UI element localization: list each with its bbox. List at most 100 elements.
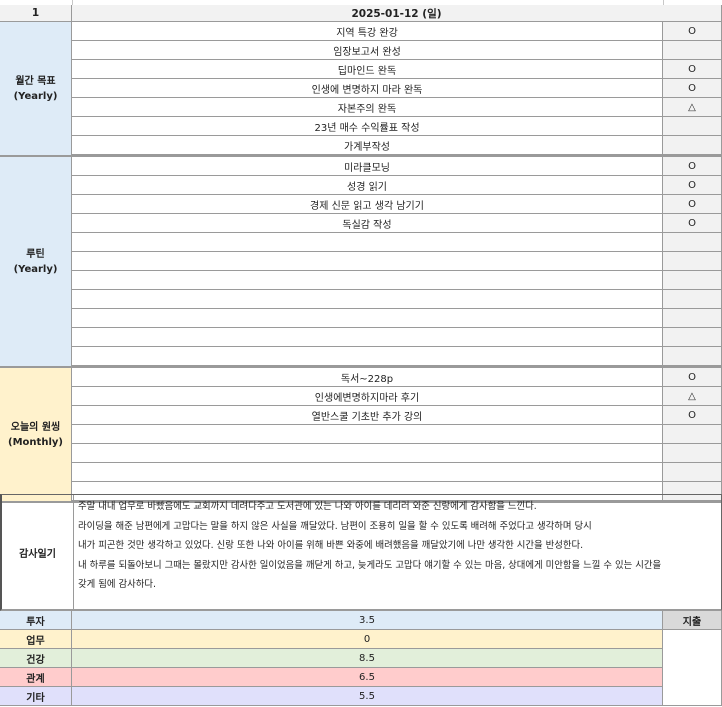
diary-line: 내 하루를 되돌아보니 그때는 몰랐지만 감사한 일이었음을 깨닫게 하고, 늦… [78, 559, 662, 571]
summary-value[interactable]: 3.5 [72, 611, 663, 630]
task-status-mark[interactable]: O [663, 176, 722, 195]
expense-column: 지출 [663, 611, 722, 706]
task-text[interactable]: 성경 읽기 [72, 176, 663, 195]
expense-label: 지출 [663, 611, 722, 630]
task-row [72, 309, 722, 328]
gratitude-diary-label: 감사일기 [2, 495, 74, 609]
task-text[interactable]: 지역 특강 완강 [72, 22, 663, 41]
task-status-mark[interactable] [663, 271, 722, 290]
summary-value[interactable]: 0 [72, 630, 663, 649]
task-text[interactable]: 인생에변명하지마라 후기 [72, 387, 663, 406]
task-row [72, 233, 722, 252]
task-row [72, 271, 722, 290]
task-text[interactable]: 임장보고서 완성 [72, 41, 663, 60]
task-text[interactable]: 독서~228p [72, 368, 663, 387]
task-text[interactable]: 딥마인드 완독 [72, 60, 663, 79]
task-text[interactable] [72, 347, 663, 366]
summary-value[interactable]: 8.5 [72, 649, 663, 668]
task-status-mark[interactable] [663, 444, 722, 463]
task-text[interactable] [72, 252, 663, 271]
task-row: 임장보고서 완성 [72, 41, 722, 60]
task-row [72, 252, 722, 271]
summary-row: 투자 3.5 [0, 611, 663, 630]
task-text[interactable]: 미라클모닝 [72, 157, 663, 176]
task-row: 미라클모닝 O [72, 157, 722, 176]
task-text[interactable]: 23년 매수 수익률표 작성 [72, 117, 663, 136]
task-status-mark[interactable] [663, 463, 722, 482]
task-row [72, 463, 722, 482]
task-text[interactable]: 가계부작성 [72, 136, 663, 155]
section-label: 오늘의 원씽 (Monthly) [0, 368, 72, 501]
summary-row: 업무 0 [0, 630, 663, 649]
task-row: 인생에 변명하지 마라 완독 O [72, 79, 722, 98]
task-status-mark[interactable]: O [663, 214, 722, 233]
task-status-mark[interactable]: O [663, 79, 722, 98]
summary-value[interactable]: 6.5 [72, 668, 663, 687]
task-row: 가계부작성 [72, 136, 722, 155]
task-status-mark[interactable] [663, 309, 722, 328]
task-status-mark[interactable]: O [663, 157, 722, 176]
task-row: 딥마인드 완독 O [72, 60, 722, 79]
header-row: 1 2025-01-12 (일) [0, 5, 722, 22]
task-status-mark[interactable] [663, 328, 722, 347]
task-status-mark[interactable]: △ [663, 98, 722, 117]
task-status-mark[interactable]: O [663, 406, 722, 425]
task-text[interactable] [72, 444, 663, 463]
task-row: 지역 특강 완강 O [72, 22, 722, 41]
gratitude-diary: 감사일기 주말 내내 업무로 바빴음에도 교회까지 데려다주고 도서관에 있는 … [0, 494, 722, 611]
task-status-mark[interactable]: O [663, 195, 722, 214]
task-status-mark[interactable] [663, 117, 722, 136]
task-row [72, 444, 722, 463]
task-status-mark[interactable] [663, 41, 722, 60]
task-text[interactable] [72, 271, 663, 290]
task-status-mark[interactable] [663, 290, 722, 309]
task-text[interactable] [72, 425, 663, 444]
task-row: 독서~228p O [72, 368, 722, 387]
summary-label: 건강 [0, 649, 72, 668]
task-row: 인생에변명하지마라 후기 △ [72, 387, 722, 406]
task-status-mark[interactable]: O [663, 60, 722, 79]
task-status-mark[interactable] [663, 425, 722, 444]
gratitude-diary-text[interactable]: 주말 내내 업무로 바빴음에도 교회까지 데려다주고 도서관에 있는 나와 아이… [78, 497, 717, 595]
task-text[interactable] [72, 482, 663, 501]
task-row [72, 290, 722, 309]
summary-label: 관계 [0, 668, 72, 687]
summary-label: 투자 [0, 611, 72, 630]
task-status-mark[interactable]: O [663, 368, 722, 387]
section-1: 루틴 (Yearly) 미라클모닝 O 성경 읽기 O 경제 신문 읽고 생각 남기기 O 독… [0, 157, 722, 368]
task-row: 열반스쿨 기초반 추가 강의 O [72, 406, 722, 425]
task-text[interactable] [72, 309, 663, 328]
summary-label: 업무 [0, 630, 72, 649]
task-text[interactable] [72, 233, 663, 252]
summary-label: 기타 [0, 687, 72, 706]
expense-value[interactable] [663, 630, 722, 706]
summary-value[interactable]: 5.5 [72, 687, 663, 706]
task-text[interactable]: 자본주의 완독 [72, 98, 663, 117]
task-row: 경제 신문 읽고 생각 남기기 O [72, 195, 722, 214]
task-text[interactable]: 경제 신문 읽고 생각 남기기 [72, 195, 663, 214]
task-text[interactable] [72, 328, 663, 347]
summary-row: 건강 8.5 [0, 649, 663, 668]
section-0: 월간 목표 (Yearly) 지역 특강 완강 O 임장보고서 완성 딥마인드 완독 O 인… [0, 22, 722, 157]
task-status-mark[interactable] [663, 233, 722, 252]
task-status-mark[interactable]: O [663, 22, 722, 41]
task-row [72, 328, 722, 347]
task-text[interactable] [72, 463, 663, 482]
task-row: 자본주의 완독 △ [72, 98, 722, 117]
task-status-mark[interactable] [663, 347, 722, 366]
task-status-mark[interactable]: △ [663, 387, 722, 406]
task-status-mark[interactable] [663, 252, 722, 271]
task-status-mark[interactable] [663, 136, 722, 155]
task-text[interactable]: 독실감 작성 [72, 214, 663, 233]
task-row [72, 425, 722, 444]
summary-row: 기타 5.5 [0, 687, 663, 706]
summary-row: 관계 6.5 [0, 668, 663, 687]
diary-line: 내가 피곤한 것만 생각하고 있었다. 신랑 또한 나와 아이를 위해 바쁜 와… [78, 540, 584, 552]
task-row [72, 347, 722, 366]
task-row: 독실감 작성 O [72, 214, 722, 233]
task-text[interactable]: 인생에 변명하지 마라 완독 [72, 79, 663, 98]
task-row: 23년 매수 수익률표 작성 [72, 117, 722, 136]
date-header[interactable]: 2025-01-12 (일) [72, 5, 722, 22]
task-text[interactable]: 열반스쿨 기초반 추가 강의 [72, 406, 663, 425]
task-text[interactable] [72, 290, 663, 309]
